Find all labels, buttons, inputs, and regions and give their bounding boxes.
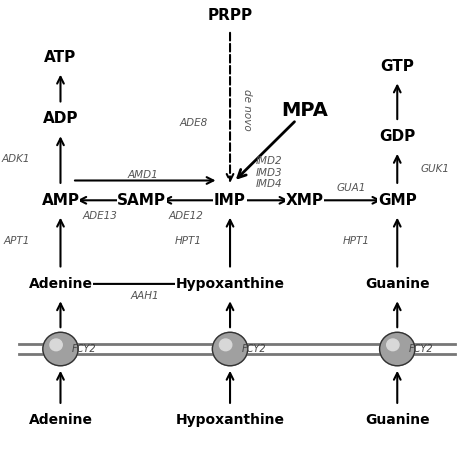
Text: GMP: GMP (378, 193, 417, 208)
Circle shape (219, 339, 232, 351)
Text: Adenine: Adenine (28, 277, 92, 291)
Text: AMP: AMP (42, 193, 80, 208)
Text: IMD2
IMD3
IMD4: IMD2 IMD3 IMD4 (255, 156, 282, 189)
Text: GUA1: GUA1 (336, 183, 365, 193)
Text: SAMP: SAMP (117, 193, 166, 208)
Text: APT1: APT1 (4, 236, 30, 246)
Text: MPA: MPA (281, 101, 328, 119)
Text: HPT1: HPT1 (175, 236, 202, 246)
Text: ADP: ADP (43, 111, 78, 127)
Text: XMP: XMP (285, 193, 323, 208)
Text: ADE8: ADE8 (180, 118, 208, 128)
Text: FCY2: FCY2 (242, 344, 266, 354)
Text: GUK1: GUK1 (420, 164, 449, 175)
Circle shape (50, 339, 62, 351)
Text: ADE12: ADE12 (168, 211, 203, 221)
Text: Hypoxanthine: Hypoxanthine (175, 414, 284, 427)
Circle shape (212, 332, 248, 366)
Circle shape (380, 332, 415, 366)
Text: GTP: GTP (380, 58, 414, 74)
Text: Adenine: Adenine (28, 414, 92, 427)
Text: Guanine: Guanine (365, 277, 429, 291)
Circle shape (43, 332, 78, 366)
Text: AAH1: AAH1 (131, 291, 159, 301)
Text: ADE13: ADE13 (82, 211, 118, 221)
Text: GDP: GDP (379, 129, 415, 144)
Text: FCY2: FCY2 (409, 344, 434, 354)
Text: ATP: ATP (45, 50, 77, 65)
Text: PRPP: PRPP (208, 8, 253, 23)
Text: IMP: IMP (214, 193, 246, 208)
Text: HPT1: HPT1 (343, 236, 370, 246)
Text: de novo: de novo (242, 89, 252, 131)
Circle shape (387, 339, 399, 351)
Text: Hypoxanthine: Hypoxanthine (175, 277, 284, 291)
Text: FCY2: FCY2 (72, 344, 97, 354)
Text: Guanine: Guanine (365, 414, 429, 427)
Text: ADK1: ADK1 (2, 154, 30, 164)
Text: AMD1: AMD1 (128, 171, 158, 180)
